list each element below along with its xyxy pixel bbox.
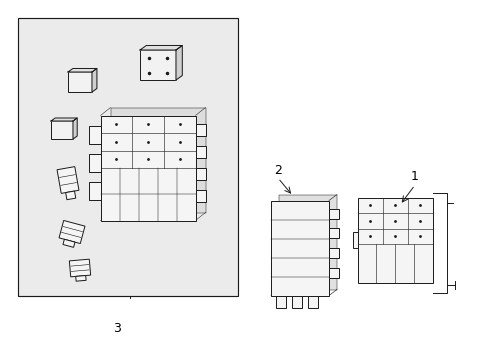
Bar <box>18 18 238 296</box>
Text: 3: 3 <box>113 321 121 334</box>
Polygon shape <box>68 68 97 72</box>
Bar <box>59 220 85 244</box>
Bar <box>195 146 205 158</box>
Bar <box>195 168 205 180</box>
Bar <box>140 50 176 80</box>
Bar <box>57 167 79 193</box>
Bar <box>352 232 357 248</box>
Bar <box>195 123 205 135</box>
Bar <box>328 268 338 278</box>
Bar <box>51 121 73 139</box>
Bar <box>88 182 101 200</box>
Text: 2: 2 <box>273 163 282 176</box>
Bar <box>328 228 338 238</box>
Bar <box>291 296 302 307</box>
Bar <box>88 154 101 172</box>
Bar <box>279 194 336 289</box>
Bar <box>63 239 75 247</box>
Bar <box>68 72 92 92</box>
Bar <box>270 201 328 296</box>
Bar <box>195 190 205 202</box>
Polygon shape <box>176 45 182 80</box>
Polygon shape <box>92 68 97 92</box>
Bar <box>65 191 76 200</box>
Bar <box>357 198 431 283</box>
Bar <box>88 126 101 144</box>
Polygon shape <box>140 45 182 50</box>
Polygon shape <box>51 118 77 121</box>
Bar <box>69 259 90 277</box>
Bar <box>101 116 195 220</box>
Bar <box>328 208 338 219</box>
Polygon shape <box>73 118 77 139</box>
Bar <box>76 275 86 281</box>
Bar <box>275 296 285 307</box>
Bar <box>307 296 317 307</box>
Bar <box>328 248 338 258</box>
Text: 1: 1 <box>410 171 418 184</box>
Bar <box>110 108 205 212</box>
